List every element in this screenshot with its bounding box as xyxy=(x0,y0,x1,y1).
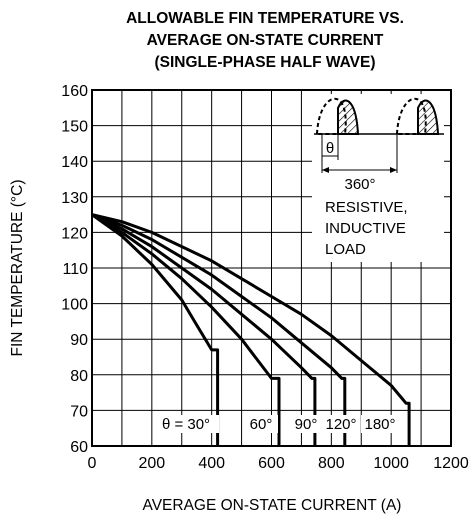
y-tick-label: 110 xyxy=(62,261,88,278)
curve-labels: θ = 30° 60° 90° 120° 180° xyxy=(153,415,399,433)
y-tick-label: 100 xyxy=(61,297,88,314)
series-label: 60° xyxy=(250,416,273,433)
y-tick-label: 70 xyxy=(70,403,88,420)
x-tick-label: 800 xyxy=(318,455,345,472)
x-tick-label: 400 xyxy=(198,455,225,472)
y-tick-label: 130 xyxy=(61,190,88,207)
series-label: 90° xyxy=(295,416,318,433)
load-label-line: INDUCTIVE xyxy=(325,220,406,237)
load-label-line: RESISTIVE, xyxy=(325,199,408,216)
x-tick-label: 0 xyxy=(88,455,97,472)
y-tick-label: 80 xyxy=(70,368,88,385)
series-label: 120° xyxy=(325,416,356,433)
series-label: θ = 30° xyxy=(162,416,210,433)
y-tick-label: 160 xyxy=(61,83,88,100)
x-axis-title: AVERAGE ON-STATE CURRENT (A) xyxy=(143,497,402,514)
x-tick-label: 600 xyxy=(258,455,285,472)
y-tick-label: 150 xyxy=(61,119,88,136)
y-tick-label: 60 xyxy=(70,439,88,456)
y-tick-label: 90 xyxy=(70,332,88,349)
load-label-line: LOAD xyxy=(325,241,366,258)
y-axis-title: FIN TEMPERATURE (°C) xyxy=(9,180,26,357)
theta-label: θ xyxy=(326,140,334,157)
x-tick-label: 1000 xyxy=(373,455,409,472)
waveform-inset: θ 360° RESISTIVE, INDUCTIVE LOAD xyxy=(312,94,444,262)
x-tick-label: 200 xyxy=(138,455,165,472)
period-label: 360° xyxy=(344,176,375,193)
series-line xyxy=(92,215,315,446)
x-tick-label: 1200 xyxy=(433,455,469,472)
y-tick-label: 140 xyxy=(61,154,88,171)
y-tick-label: 120 xyxy=(61,225,88,242)
series-label: 180° xyxy=(364,416,395,433)
